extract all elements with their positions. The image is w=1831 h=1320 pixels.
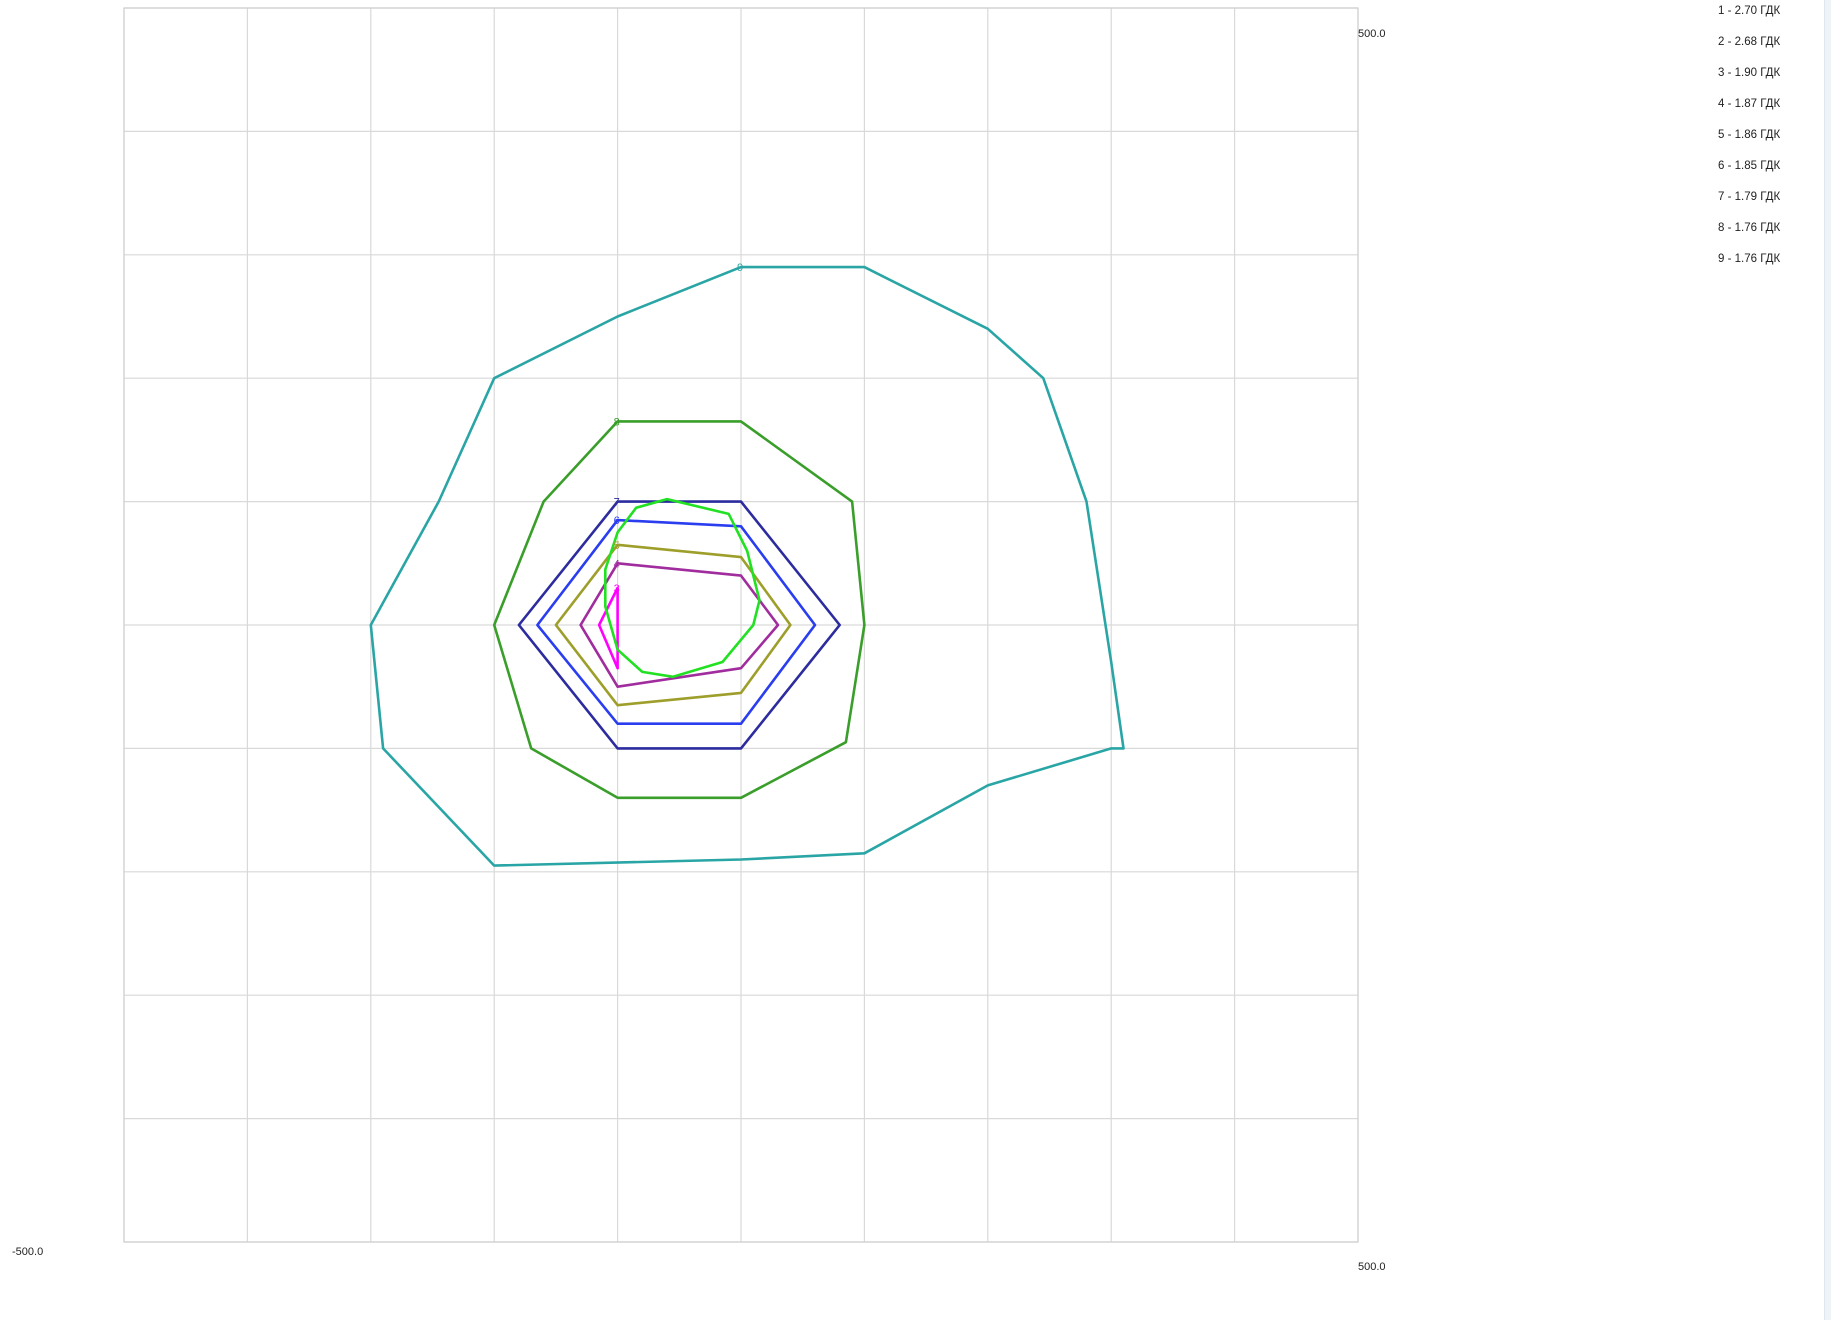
contour-label-6: 6	[614, 515, 620, 527]
legend-item: 8 - 1.76 ГДК	[1718, 222, 1780, 234]
plot-frame	[123, 7, 1359, 1243]
contour-line-7	[517, 500, 842, 750]
contour-labels: 9 8 7 6 5 4 3	[614, 262, 744, 595]
legend-item: 6 - 1.85 ГДК	[1718, 160, 1780, 172]
contour-line-3	[597, 586, 619, 670]
x-min-label: -500.0	[12, 1246, 43, 1258]
contour-label-5: 5	[614, 540, 620, 552]
contour-line-6	[536, 518, 817, 726]
legend: 1 - 2.70 ГДК 2 - 2.68 ГДК 3 - 1.90 ГДК 4 - …	[1718, 5, 1780, 265]
contour-line-5	[554, 543, 792, 707]
contour-lines	[369, 265, 1125, 867]
contour-label-4: 4	[614, 558, 620, 570]
legend-item: 9 - 1.76 ГДК	[1718, 253, 1780, 265]
legend-item: 4 - 1.87 ГДК	[1718, 98, 1780, 110]
contour-label-7: 7	[614, 497, 620, 509]
contour-line-8	[492, 420, 866, 800]
contour-circle	[603, 497, 761, 679]
legend-item: 3 - 1.90 ГДК	[1718, 67, 1780, 79]
contour-label-8: 8	[614, 416, 620, 428]
y-max-label: 500.0	[1358, 28, 1386, 40]
legend-item: 7 - 1.79 ГДК	[1718, 191, 1780, 203]
legend-item: 1 - 2.70 ГДК	[1718, 5, 1780, 17]
legend-item: 5 - 1.86 ГДК	[1718, 129, 1780, 141]
contour-label-3: 3	[614, 583, 620, 595]
contour-label-9: 9	[737, 262, 743, 274]
x-max-label: 500.0	[1358, 1261, 1386, 1273]
legend-item: 2 - 2.68 ГДК	[1718, 36, 1780, 48]
contour-line-4	[579, 561, 780, 689]
contour-line-9	[369, 265, 1125, 867]
scrollbar[interactable]	[1824, 0, 1831, 1320]
plot-grid	[123, 7, 1359, 1243]
